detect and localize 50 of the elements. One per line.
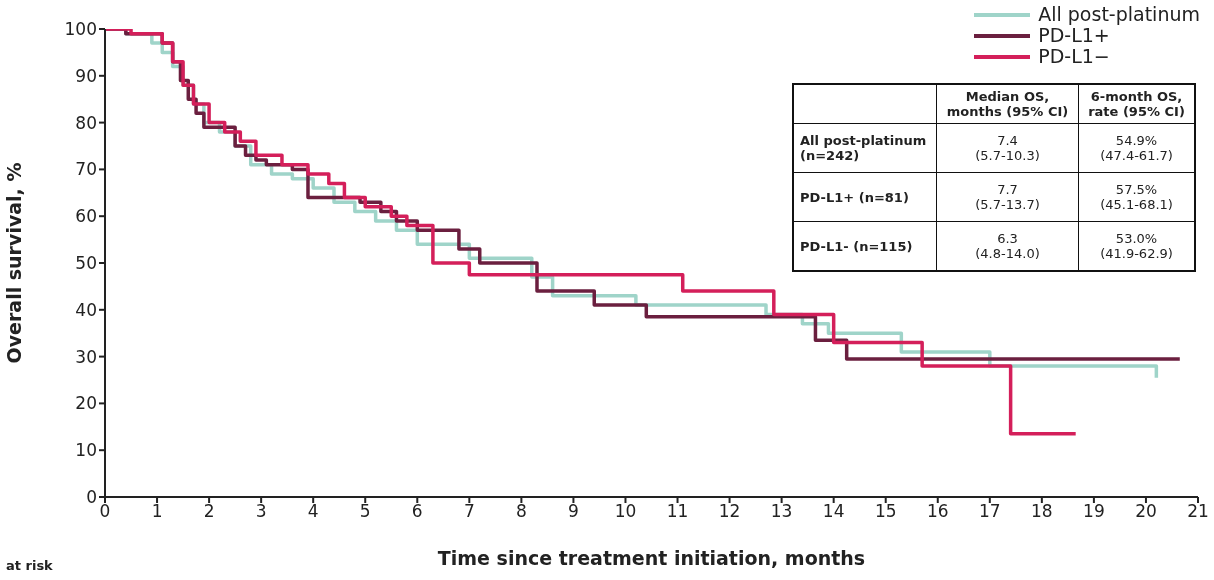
x-tick-label: 13: [770, 501, 793, 522]
y-tick-label: 90: [75, 65, 97, 86]
x-tick-label: 19: [1083, 501, 1105, 522]
legend-label: PD-L1+: [1038, 24, 1110, 46]
y-tick-label: 50: [75, 253, 97, 274]
x-tick-label: 1: [151, 501, 163, 522]
y-tick-label: 70: [75, 159, 97, 180]
category-label: All post-platinum (n=242): [800, 133, 927, 163]
x-tick-label: 18: [1031, 501, 1053, 522]
x-tick-label: 7: [463, 501, 475, 522]
x-tick-label: 10: [614, 501, 637, 522]
x-tick-label: 17: [978, 501, 1001, 522]
x-tick-label: 8: [515, 501, 527, 522]
text: at risk: [6, 558, 53, 574]
legend-label: All post-platinum: [1038, 3, 1200, 25]
x-tick-label: 20: [1135, 501, 1157, 522]
text: 6.3 (4.8-14.0): [975, 231, 1040, 261]
x-tick-label: 15: [874, 501, 897, 522]
text: 54.9% (47.4-61.7): [1100, 133, 1173, 163]
y-tick-label: 60: [75, 206, 97, 227]
text: 7.7 (5.7-13.7): [975, 182, 1040, 212]
y-tick-label: 80: [75, 112, 97, 133]
x-tick-label: 12: [718, 501, 741, 522]
x-tick-label: 5: [359, 501, 371, 522]
x-tick-label: 0: [99, 501, 111, 522]
category-label: PD-L1- (n=115): [800, 238, 913, 254]
x-tick-label: 3: [255, 501, 267, 522]
x-tick-label: 21: [1187, 501, 1209, 522]
text: 57.5% (45.1-68.1): [1100, 182, 1173, 212]
y-tick-label: 0: [86, 487, 97, 508]
y-tick-label: 20: [75, 393, 97, 414]
x-axis-title: Time since treatment initiation, months: [437, 547, 866, 569]
x-tick-label: 2: [203, 501, 215, 522]
x-tick-label: 14: [822, 501, 845, 522]
y-axis-title: Overall survival, %: [2, 162, 25, 364]
y-tick-label: 30: [75, 346, 97, 367]
x-tick-label: 16: [926, 501, 949, 522]
category-label: 6-month OS, rate (95% CI): [1078, 84, 1195, 124]
text: 7.4 (5.7-10.3): [975, 133, 1040, 163]
legend-label: PD-L1−: [1038, 45, 1110, 67]
x-tick-label: 11: [666, 501, 689, 522]
x-tick-label: 4: [307, 501, 319, 522]
category-label: Median OS, months (95% CI): [936, 84, 1079, 124]
y-tick-label: 40: [75, 299, 97, 320]
x-tick-label: 6: [411, 501, 423, 522]
y-tick-label: 10: [75, 440, 97, 461]
category-label: PD-L1+ (n=81): [800, 189, 909, 205]
y-tick-label: 100: [64, 19, 97, 40]
x-tick-label: 9: [568, 501, 579, 522]
text: 53.0% (41.9-62.9): [1100, 231, 1173, 261]
